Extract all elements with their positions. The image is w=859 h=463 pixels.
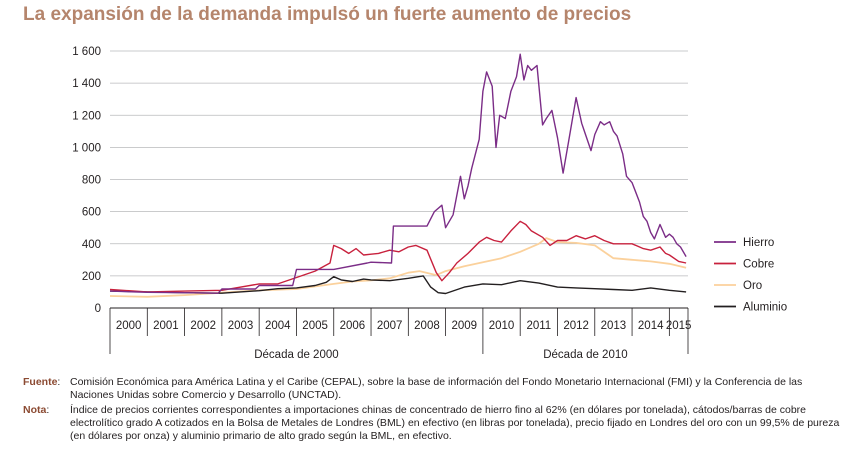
x-tick-label: 2006 (340, 320, 366, 332)
nota-note: Nota: Índice de precios corrientes corre… (23, 404, 848, 443)
notes-block: Fuente: Comisión Económica para América … (23, 376, 848, 445)
nota-label: Nota: (23, 404, 50, 416)
decade-label: Década de 2010 (543, 349, 627, 361)
series-line-hierro (109, 53, 687, 294)
series-line-oro (109, 237, 687, 298)
x-tick-label: 2004 (265, 320, 291, 332)
nota-text: Índice de precios corrientes correspondi… (70, 404, 840, 442)
x-tick-label: 2012 (563, 320, 589, 332)
series-line-aluminio (109, 275, 687, 295)
source-note: Fuente: Comisión Económica para América … (23, 376, 848, 402)
axes: 0 200 400 600 800 1 000 1 200 1 400 1 600 2000 200… (72, 46, 691, 361)
x-tick-label: 2008 (414, 320, 440, 332)
x-tick-label: 2009 (451, 320, 477, 332)
chart-canvas: 0 200 400 600 800 1 000 1 200 1 400 1 600 2000 200… (72, 46, 787, 361)
decade-label: Década de 2000 (254, 349, 338, 361)
legend-label-aluminio: Aluminio (743, 302, 787, 314)
grid-lines (110, 50, 688, 277)
x-tick-label: 2011 (526, 320, 551, 332)
y-tick-label: 800 (82, 175, 101, 187)
legend: Hierro Cobre Oro Aluminio (714, 237, 787, 314)
y-tick-label: 1 400 (72, 78, 101, 90)
source-label: Fuente: (23, 376, 61, 388)
y-tick-label: 1 600 (72, 46, 101, 58)
x-tick-label: 2005 (302, 320, 328, 332)
x-tick-label: 2000 (116, 320, 142, 332)
x-tick-label: 2007 (377, 320, 403, 332)
x-tick-label: 2001 (153, 320, 179, 332)
y-tick-label: 0 (95, 303, 101, 315)
x-tick-label: 2015 (666, 320, 692, 332)
series-lines (109, 53, 687, 298)
y-tick-label: 1 000 (72, 142, 101, 154)
x-tick-label: 2014 (638, 320, 664, 332)
legend-label-oro: Oro (743, 280, 762, 292)
series-line-cobre (109, 220, 687, 293)
x-tick-label: 2003 (228, 320, 254, 332)
legend-label-cobre: Cobre (743, 259, 774, 271)
chart-title: La expansión de la demanda impulsó un fu… (23, 4, 632, 25)
y-tick-label: 1 200 (72, 110, 101, 122)
x-tick-label: 2010 (489, 320, 515, 332)
x-tick-label: 2002 (190, 320, 216, 332)
source-text: Comisión Económica para América Latina y… (70, 376, 803, 401)
y-tick-label: 200 (82, 271, 101, 283)
y-tick-label: 600 (82, 207, 101, 219)
y-tick-label: 400 (82, 239, 101, 251)
legend-label-hierro: Hierro (743, 237, 774, 249)
x-tick-label: 2013 (601, 320, 627, 332)
